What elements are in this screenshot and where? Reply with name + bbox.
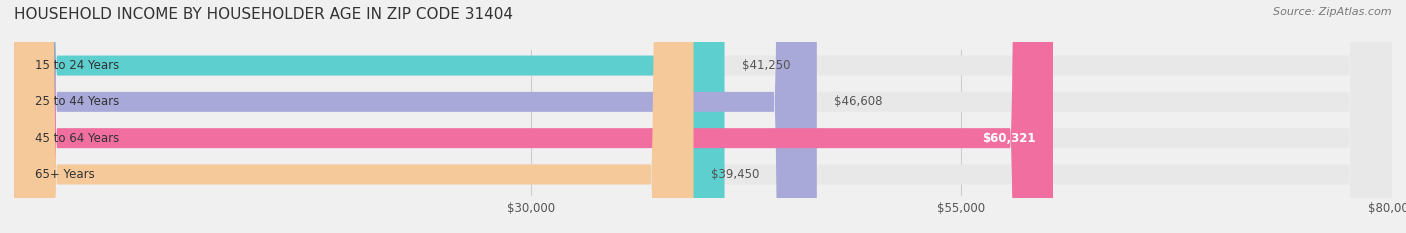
FancyBboxPatch shape [14, 0, 1392, 233]
Text: 25 to 44 Years: 25 to 44 Years [35, 95, 120, 108]
FancyBboxPatch shape [14, 0, 1392, 233]
Text: HOUSEHOLD INCOME BY HOUSEHOLDER AGE IN ZIP CODE 31404: HOUSEHOLD INCOME BY HOUSEHOLDER AGE IN Z… [14, 7, 513, 22]
Text: $46,608: $46,608 [834, 95, 883, 108]
Text: $39,450: $39,450 [711, 168, 759, 181]
FancyBboxPatch shape [14, 0, 1053, 233]
FancyBboxPatch shape [14, 0, 817, 233]
Text: Source: ZipAtlas.com: Source: ZipAtlas.com [1274, 7, 1392, 17]
Text: 45 to 64 Years: 45 to 64 Years [35, 132, 120, 145]
Text: 65+ Years: 65+ Years [35, 168, 94, 181]
Text: 15 to 24 Years: 15 to 24 Years [35, 59, 120, 72]
FancyBboxPatch shape [14, 0, 1392, 233]
Text: $41,250: $41,250 [742, 59, 790, 72]
FancyBboxPatch shape [14, 0, 1392, 233]
Text: $60,321: $60,321 [983, 132, 1036, 145]
FancyBboxPatch shape [14, 0, 693, 233]
FancyBboxPatch shape [14, 0, 724, 233]
